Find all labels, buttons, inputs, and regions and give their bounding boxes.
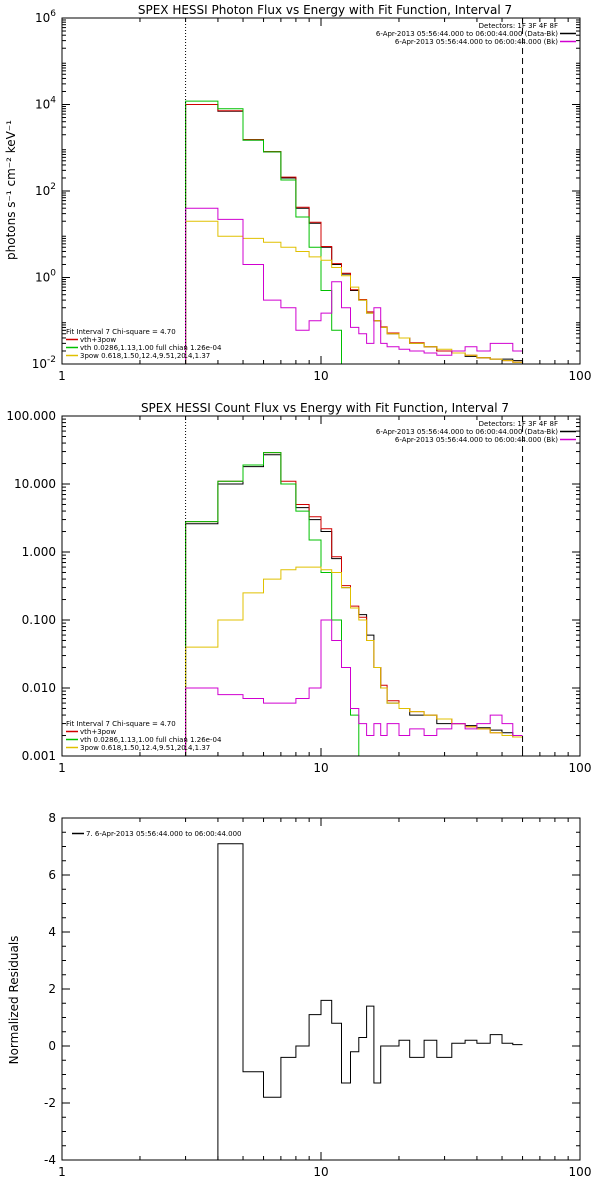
photon-flux-legend-top-right: Detectors: 1F 3F 4F 8F6-Apr-2013 05:56:4…: [376, 22, 576, 46]
residuals-y-tick-label: 6: [48, 868, 56, 882]
residuals-legend-entry: 7. 6-Apr-2013 05:56:44.000 to 06:00:44.0…: [86, 830, 241, 838]
photon-flux-y-tick-label: 10-2: [32, 355, 56, 371]
count-flux-y-tick-label: 10.000: [14, 477, 56, 491]
count-flux-panel: SPEX HESSI Count Flux vs Energy with Fit…: [6, 401, 591, 775]
photon-flux-legend-entry: vth 0.0286,1.13,1.00 full chian 1.26e-04: [80, 344, 222, 352]
count-flux-title: SPEX HESSI Count Flux vs Energy with Fit…: [141, 401, 509, 415]
photon-flux-y-tick-label: 104: [35, 96, 56, 112]
photon-flux-legend-entry: 6-Apr-2013 05:56:44.000 to 06:00:44.000 …: [376, 30, 558, 38]
residuals-x-tick-label: 100: [569, 1165, 592, 1179]
photon-flux-legend-entry: 6-Apr-2013 05:56:44.000 to 06:00:44.000 …: [395, 38, 558, 46]
residuals-x-tick-label: 1: [58, 1165, 66, 1179]
count-flux-x-tick-label: 1: [58, 761, 66, 775]
photon-flux-y-tick-label: 100: [35, 269, 56, 285]
count-flux-legend-entry: 3pow 0.618,1.50,12.4,9.51,20.4,1.37: [80, 744, 210, 752]
count-flux-x-tick-label: 100: [569, 761, 592, 775]
photon-flux-x-tick-label: 1: [58, 369, 66, 383]
photon-flux-y-tick-label: 106: [35, 9, 56, 25]
photon-flux-legend-entry: 3pow 0.618,1.50,12.4,9.51,20.4,1.37: [80, 352, 210, 360]
photon-flux-x-tick-label: 100: [569, 369, 592, 383]
photon-flux-y-axis-label: photons s⁻¹ cm⁻² keV⁻¹: [4, 120, 18, 260]
count-flux-legend-bottom-left: Fit Interval 7 Chi-square = 4.70vth+3pow…: [66, 720, 222, 752]
photon-flux-series-group: [185, 100, 523, 364]
count-flux-legend-entry: vth+3pow: [80, 728, 116, 736]
count-flux-series-group: [185, 452, 523, 756]
residuals-series-residual: [185, 843, 523, 1160]
photon-flux-panel: SPEX HESSI Photon Flux vs Energy with Fi…: [4, 3, 591, 383]
count-flux-legend-entry: 6-Apr-2013 05:56:44.000 to 06:00:44.000 …: [395, 436, 558, 444]
photon-flux-legend-entry: vth+3pow: [80, 336, 116, 344]
photon-flux-series-bk: [185, 207, 523, 364]
residuals-y-tick-label: 2: [48, 982, 56, 996]
count-flux-y-tick-label: 0.010: [22, 681, 56, 695]
count-flux-legend-entry: 6-Apr-2013 05:56:44.000 to 06:00:44.000 …: [376, 428, 558, 436]
residuals-y-tick-label: 4: [48, 925, 56, 939]
photon-flux-y-tick-label: 102: [35, 182, 56, 198]
count-flux-series-3pow: [185, 566, 523, 756]
count-flux-y-tick-label: 0.001: [22, 749, 56, 763]
residuals-panel: Normalized Residuals 1 10 100 -4 -2 0 2 4 6 8 7. 6…: [7, 811, 591, 1179]
count-flux-y-tick-label: 1.000: [22, 545, 56, 559]
residuals-x-tick-label: 10: [313, 1165, 328, 1179]
residuals-y-axis-label: Normalized Residuals: [7, 936, 21, 1065]
residuals-y-tick-label: -2: [44, 1096, 56, 1110]
count-flux-legend-top-right: Detectors: 1F 3F 4F 8F6-Apr-2013 05:56:4…: [376, 420, 576, 444]
count-flux-series-bk: [185, 619, 523, 756]
count-flux-legend-entry: vth 0.0286,1.13,1.00 full chian 1.26e-04: [80, 736, 222, 744]
count-flux-y-tick-label: 100.000: [6, 409, 56, 423]
count-flux-legend-entry: Fit Interval 7 Chi-square = 4.70: [66, 720, 176, 728]
photon-flux-title: SPEX HESSI Photon Flux vs Energy with Fi…: [138, 3, 512, 17]
count-flux-y-tick-label: 0.100: [22, 613, 56, 627]
photon-flux-x-tick-label: 10: [313, 369, 328, 383]
residuals-y-tick-label: 0: [48, 1039, 56, 1053]
photon-flux-legend-bottom-left: Fit Interval 7 Chi-square = 4.70vth+3pow…: [66, 328, 222, 360]
residuals-y-tick-label: -4: [44, 1153, 56, 1167]
count-flux-x-tick-label: 10: [313, 761, 328, 775]
residuals-legend-top-left: 7. 6-Apr-2013 05:56:44.000 to 06:00:44.0…: [72, 830, 241, 838]
residuals-series-group: [185, 843, 523, 1160]
count-flux-legend-entry: Detectors: 1F 3F 4F 8F: [479, 420, 558, 428]
photon-flux-series-vth: [185, 100, 351, 364]
photon-flux-legend-entry: Detectors: 1F 3F 4F 8F: [479, 22, 558, 30]
photon-flux-legend-entry: Fit Interval 7 Chi-square = 4.70: [66, 328, 176, 336]
residuals-y-tick-label: 8: [48, 811, 56, 825]
